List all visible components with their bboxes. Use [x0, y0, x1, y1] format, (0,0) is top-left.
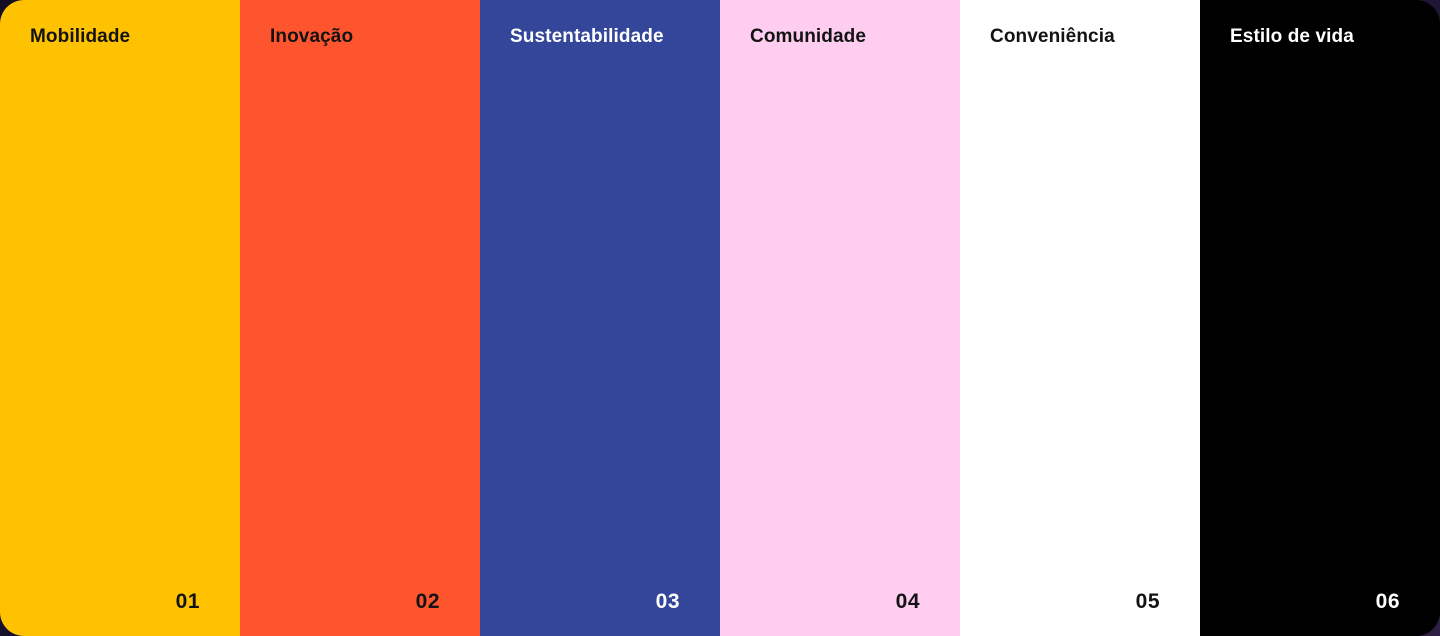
color-panel-mobilidade: Mobilidade 01 — [0, 0, 240, 636]
panel-title: Conveniência — [990, 26, 1115, 47]
color-panel-comunidade: Comunidade 04 — [720, 0, 960, 636]
panel-title: Comunidade — [750, 26, 867, 47]
panel-title: Sustentabilidade — [510, 26, 664, 47]
color-panel-inovacao: Inovação 02 — [240, 0, 480, 636]
panel-number: 01 — [175, 590, 200, 613]
panel-number: 03 — [655, 590, 680, 613]
panel-number: 02 — [415, 590, 440, 613]
color-panel-conveniencia: Conveniência 05 — [960, 0, 1200, 636]
color-panel-estilo-de-vida: Estilo de vida 06 — [1200, 0, 1440, 636]
panel-title: Mobilidade — [30, 26, 131, 47]
panel-number: 06 — [1375, 590, 1400, 613]
panel-title: Inovação — [270, 26, 354, 47]
color-panel-sustentabilidade: Sustentabilidade 03 — [480, 0, 720, 636]
panel-number: 05 — [1135, 590, 1160, 613]
panel-title: Estilo de vida — [1230, 26, 1354, 47]
panel-number: 04 — [895, 590, 920, 613]
